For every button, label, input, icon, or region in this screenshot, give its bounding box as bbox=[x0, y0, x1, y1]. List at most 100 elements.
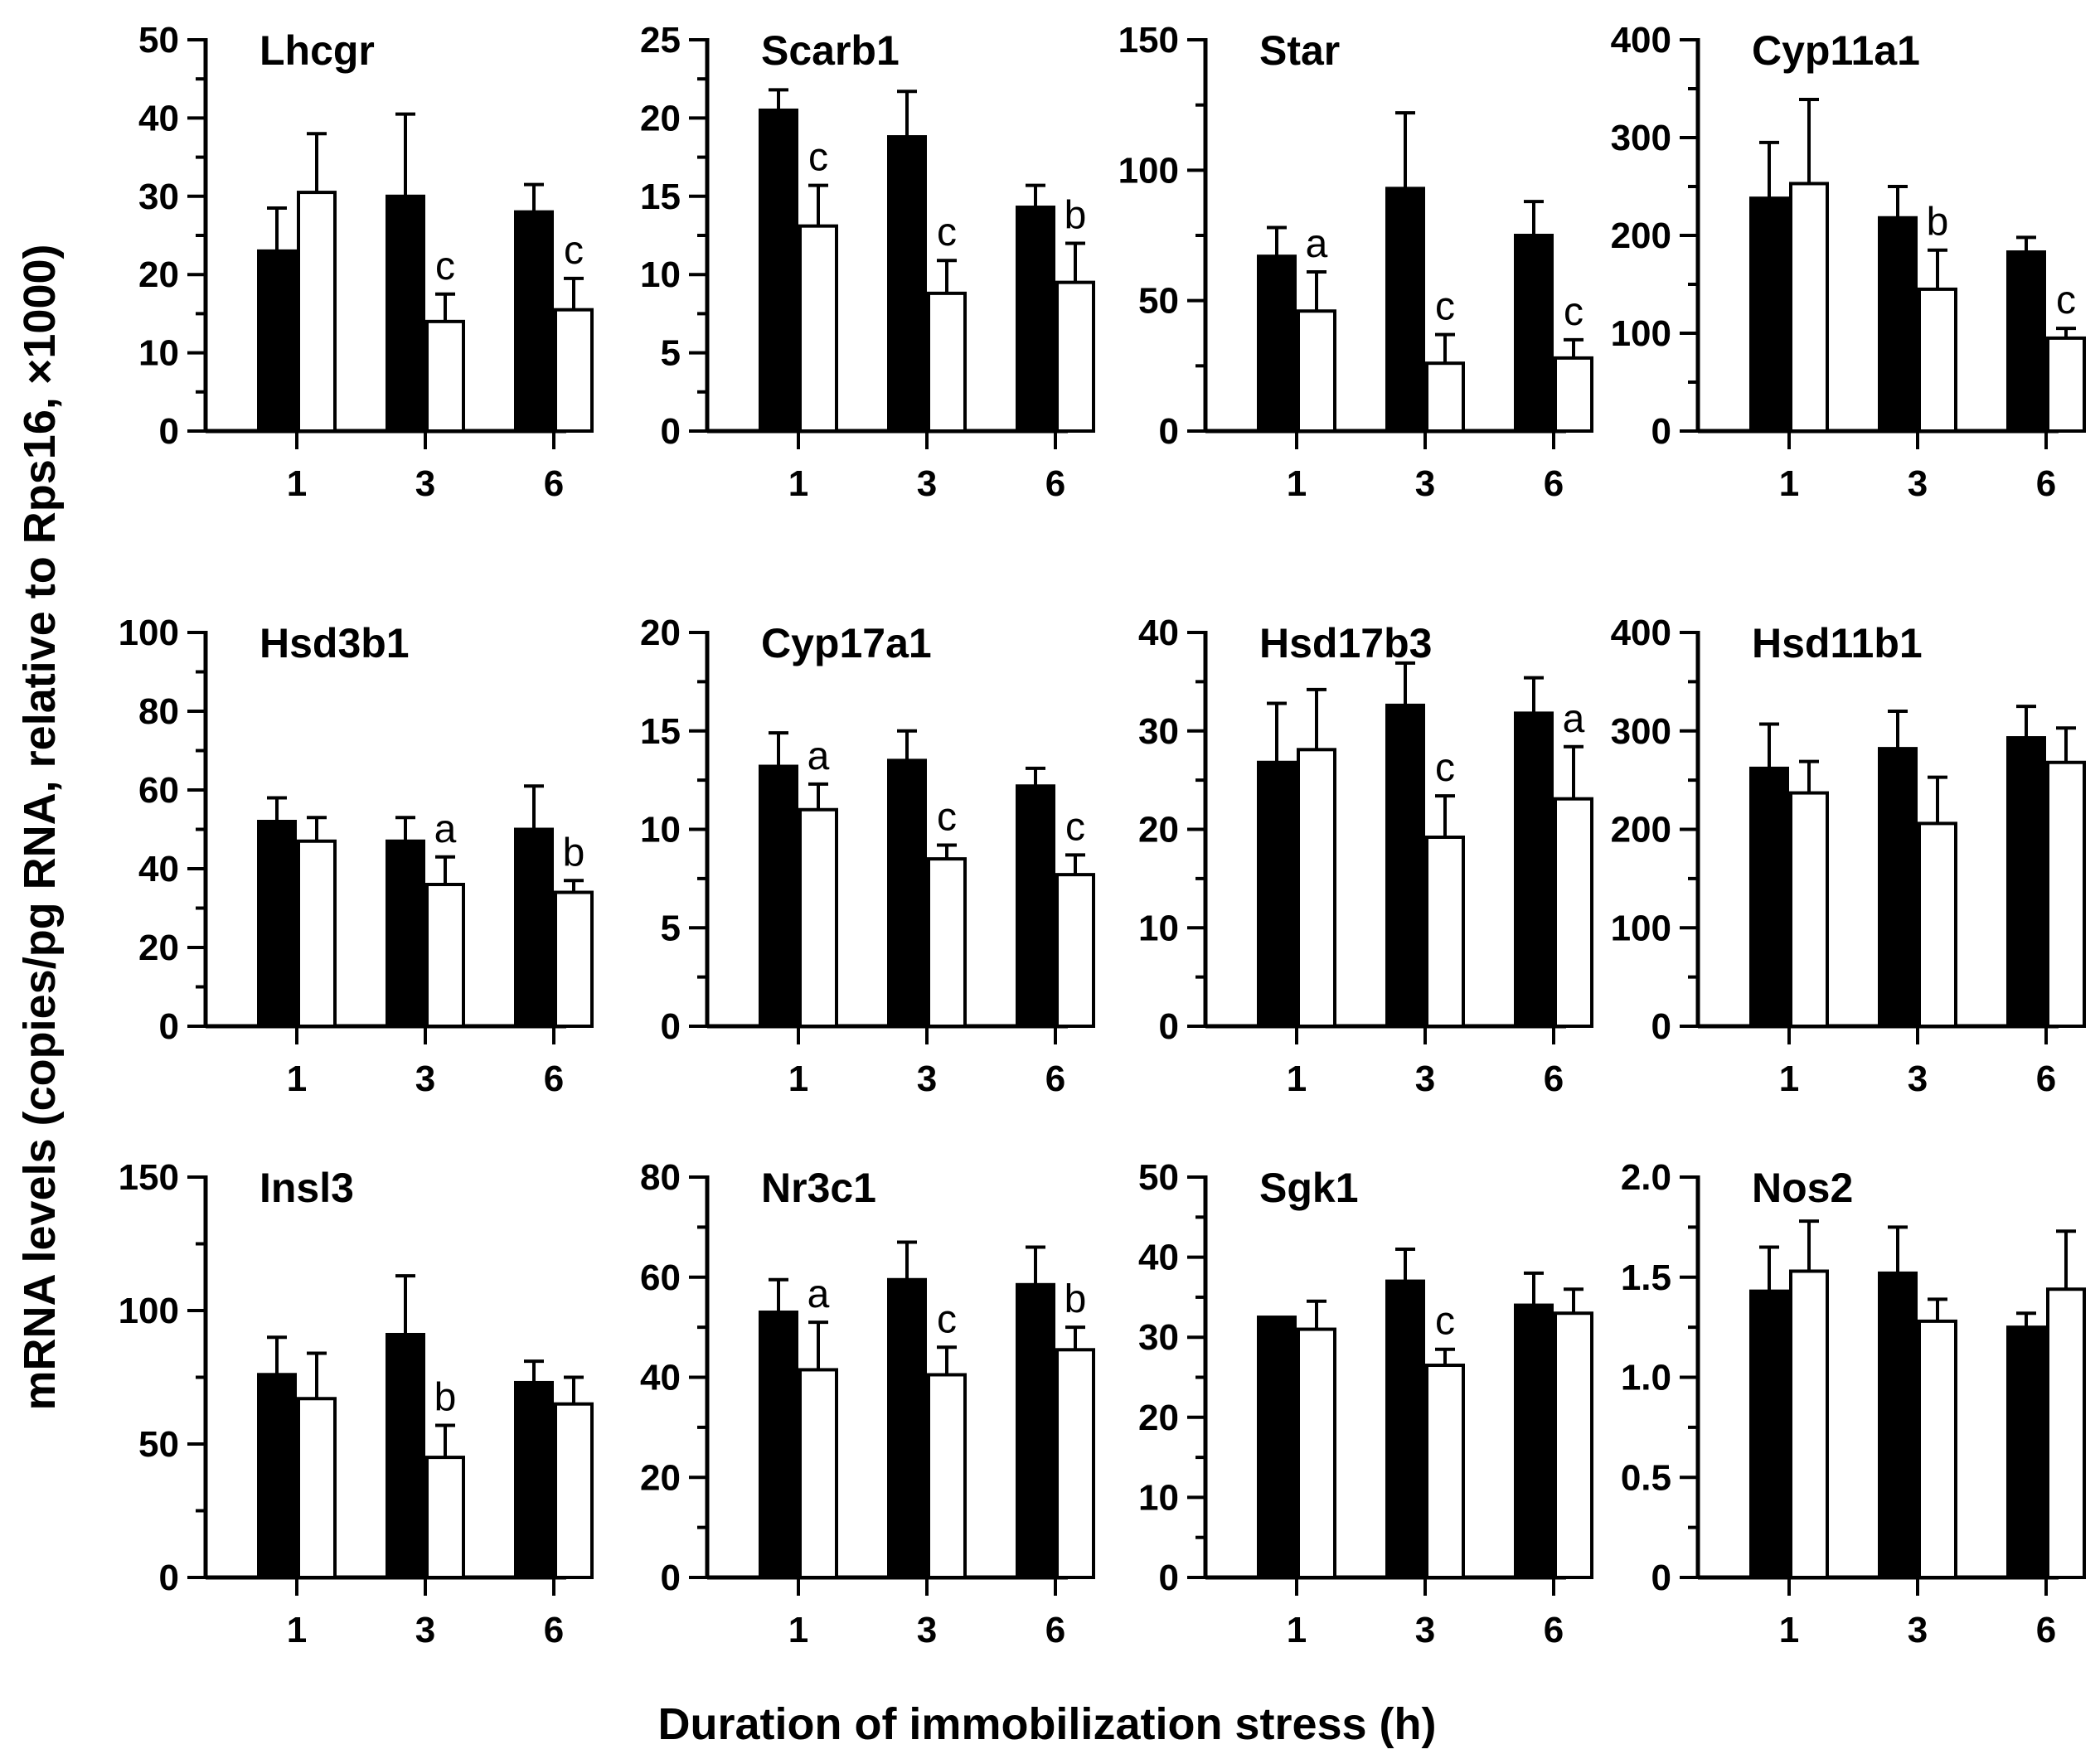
significance-letter: c bbox=[937, 796, 957, 840]
bar-control bbox=[1749, 766, 1789, 1028]
panel-lhcgr: Lhcgr 0 10 20 30 40 50 1 3 c 6 c bbox=[138, 20, 594, 504]
bar-control bbox=[1514, 234, 1554, 433]
panel-hsd11b1: Hsd11b1 0 100 200 300 400 1 3 6 bbox=[1611, 613, 2086, 1099]
x-tick-label: 1 bbox=[287, 1610, 307, 1650]
x-tick-label: 1 bbox=[1287, 1059, 1307, 1099]
bar-stress bbox=[425, 1456, 465, 1579]
bar-stress bbox=[1297, 748, 1336, 1028]
significance-letter: c bbox=[1564, 290, 1583, 334]
bar-stress bbox=[297, 1397, 337, 1580]
significance-letter: b bbox=[1927, 201, 1949, 245]
y-tick-label: 80 bbox=[138, 691, 179, 732]
y-tick-label: 50 bbox=[138, 20, 179, 61]
y-tick-label: 20 bbox=[640, 613, 681, 653]
x-tick-label: 3 bbox=[1415, 1610, 1435, 1650]
bar-control bbox=[257, 820, 297, 1028]
bar-stress bbox=[1055, 280, 1095, 434]
bar-stress bbox=[1297, 1327, 1336, 1580]
bar-control bbox=[2006, 1325, 2046, 1579]
bar-control bbox=[2006, 736, 2046, 1028]
x-tick-label: 6 bbox=[1045, 1059, 1065, 1099]
y-tick-label: 20 bbox=[1138, 1398, 1179, 1438]
y-tick-label: 40 bbox=[138, 849, 179, 889]
bar-control bbox=[1514, 711, 1554, 1028]
x-tick-label: 3 bbox=[917, 1610, 937, 1650]
y-tick-label: 40 bbox=[1138, 1238, 1179, 1278]
x-tick-label: 3 bbox=[917, 463, 937, 504]
y-tick-label: 10 bbox=[1138, 1477, 1179, 1518]
bar-control bbox=[257, 249, 297, 433]
panel-nr3c1: Nr3c1 0 20 40 60 80 1 a 3 c 6 b bbox=[640, 1157, 1095, 1650]
x-tick-label: 3 bbox=[1415, 1059, 1435, 1099]
y-tick-label: 0 bbox=[1651, 1558, 1671, 1598]
panel-title: Nos2 bbox=[1752, 1165, 1853, 1211]
bar-control bbox=[1749, 1289, 1789, 1580]
y-tick-label: 400 bbox=[1611, 613, 1671, 653]
bar-control bbox=[1878, 216, 1918, 433]
y-tick-label: 30 bbox=[138, 177, 179, 217]
bar-control bbox=[1385, 187, 1425, 434]
panel-title: Cyp11a1 bbox=[1752, 27, 1920, 74]
bar-stress bbox=[1554, 356, 1593, 434]
x-tick-label: 1 bbox=[1779, 463, 1799, 504]
bar-control bbox=[1514, 1303, 1554, 1580]
significance-letter: a bbox=[434, 807, 457, 851]
bar-control bbox=[1257, 254, 1297, 433]
bar-control bbox=[1257, 1316, 1297, 1580]
bar-stress bbox=[1918, 1319, 1957, 1579]
bar-stress bbox=[554, 890, 594, 1028]
x-tick-label: 1 bbox=[1779, 1059, 1799, 1099]
panel-title: Hsd17b3 bbox=[1259, 620, 1432, 666]
bar-stress bbox=[2046, 1287, 2086, 1579]
y-tick-label: 40 bbox=[1138, 613, 1179, 653]
bar-control bbox=[759, 764, 798, 1028]
bar-control bbox=[1878, 1271, 1918, 1580]
bar-stress bbox=[1789, 791, 1829, 1028]
bar-stress bbox=[927, 1373, 967, 1579]
panel-hsd3b1: Hsd3b1 0 20 40 60 80 100 1 3 a 6 b bbox=[119, 613, 594, 1099]
bar-control bbox=[1016, 1282, 1055, 1580]
x-tick-label: 6 bbox=[544, 463, 564, 504]
bar-control bbox=[1385, 1279, 1425, 1579]
x-tick-label: 1 bbox=[287, 1059, 307, 1099]
y-tick-label: 80 bbox=[640, 1157, 681, 1198]
y-tick-label: 20 bbox=[138, 928, 179, 968]
significance-letter: a bbox=[1563, 697, 1585, 741]
y-tick-label: 300 bbox=[1611, 118, 1671, 158]
significance-letter: b bbox=[434, 1375, 457, 1419]
bar-control bbox=[514, 827, 554, 1028]
y-tick-label: 200 bbox=[1611, 810, 1671, 850]
x-tick-label: 6 bbox=[2036, 463, 2056, 504]
bar-control bbox=[1016, 784, 1055, 1028]
y-tick-label: 200 bbox=[1611, 216, 1671, 256]
panel-hsd17b3: Hsd17b3 0 10 20 30 40 1 3 c 6 a bbox=[1138, 613, 1593, 1099]
y-tick-label: 300 bbox=[1611, 711, 1671, 752]
panel-title: Star bbox=[1259, 27, 1340, 74]
bar-stress bbox=[1297, 309, 1336, 433]
bar-stress bbox=[798, 1368, 838, 1579]
x-tick-label: 1 bbox=[1287, 463, 1307, 504]
bar-control bbox=[1749, 196, 1789, 433]
bar-stress bbox=[1918, 821, 1957, 1028]
x-tick-label: 3 bbox=[1908, 463, 1928, 504]
x-tick-label: 3 bbox=[415, 1610, 435, 1650]
bar-control bbox=[386, 839, 425, 1028]
bar-stress bbox=[927, 291, 967, 433]
y-tick-label: 60 bbox=[138, 770, 179, 811]
panel-title: Cyp17a1 bbox=[761, 620, 932, 666]
x-tick-label: 3 bbox=[917, 1059, 937, 1099]
y-tick-label: 0 bbox=[159, 1006, 179, 1047]
y-tick-label: 40 bbox=[138, 98, 179, 138]
bar-control bbox=[514, 1380, 554, 1579]
y-tick-label: 400 bbox=[1611, 20, 1671, 61]
y-tick-label: 10 bbox=[640, 254, 681, 295]
bar-control bbox=[1016, 206, 1055, 434]
panel-sgk1: Sgk1 0 10 20 30 40 50 1 3 c 6 bbox=[1138, 1157, 1593, 1650]
bar-stress bbox=[1055, 873, 1095, 1028]
y-tick-label: 0 bbox=[1159, 1006, 1179, 1047]
panel-scarb1: Scarb1 0 5 10 15 20 25 1 c 3 c 6 b bbox=[640, 20, 1095, 504]
significance-letter: c bbox=[937, 1297, 957, 1341]
bar-stress bbox=[554, 308, 594, 433]
